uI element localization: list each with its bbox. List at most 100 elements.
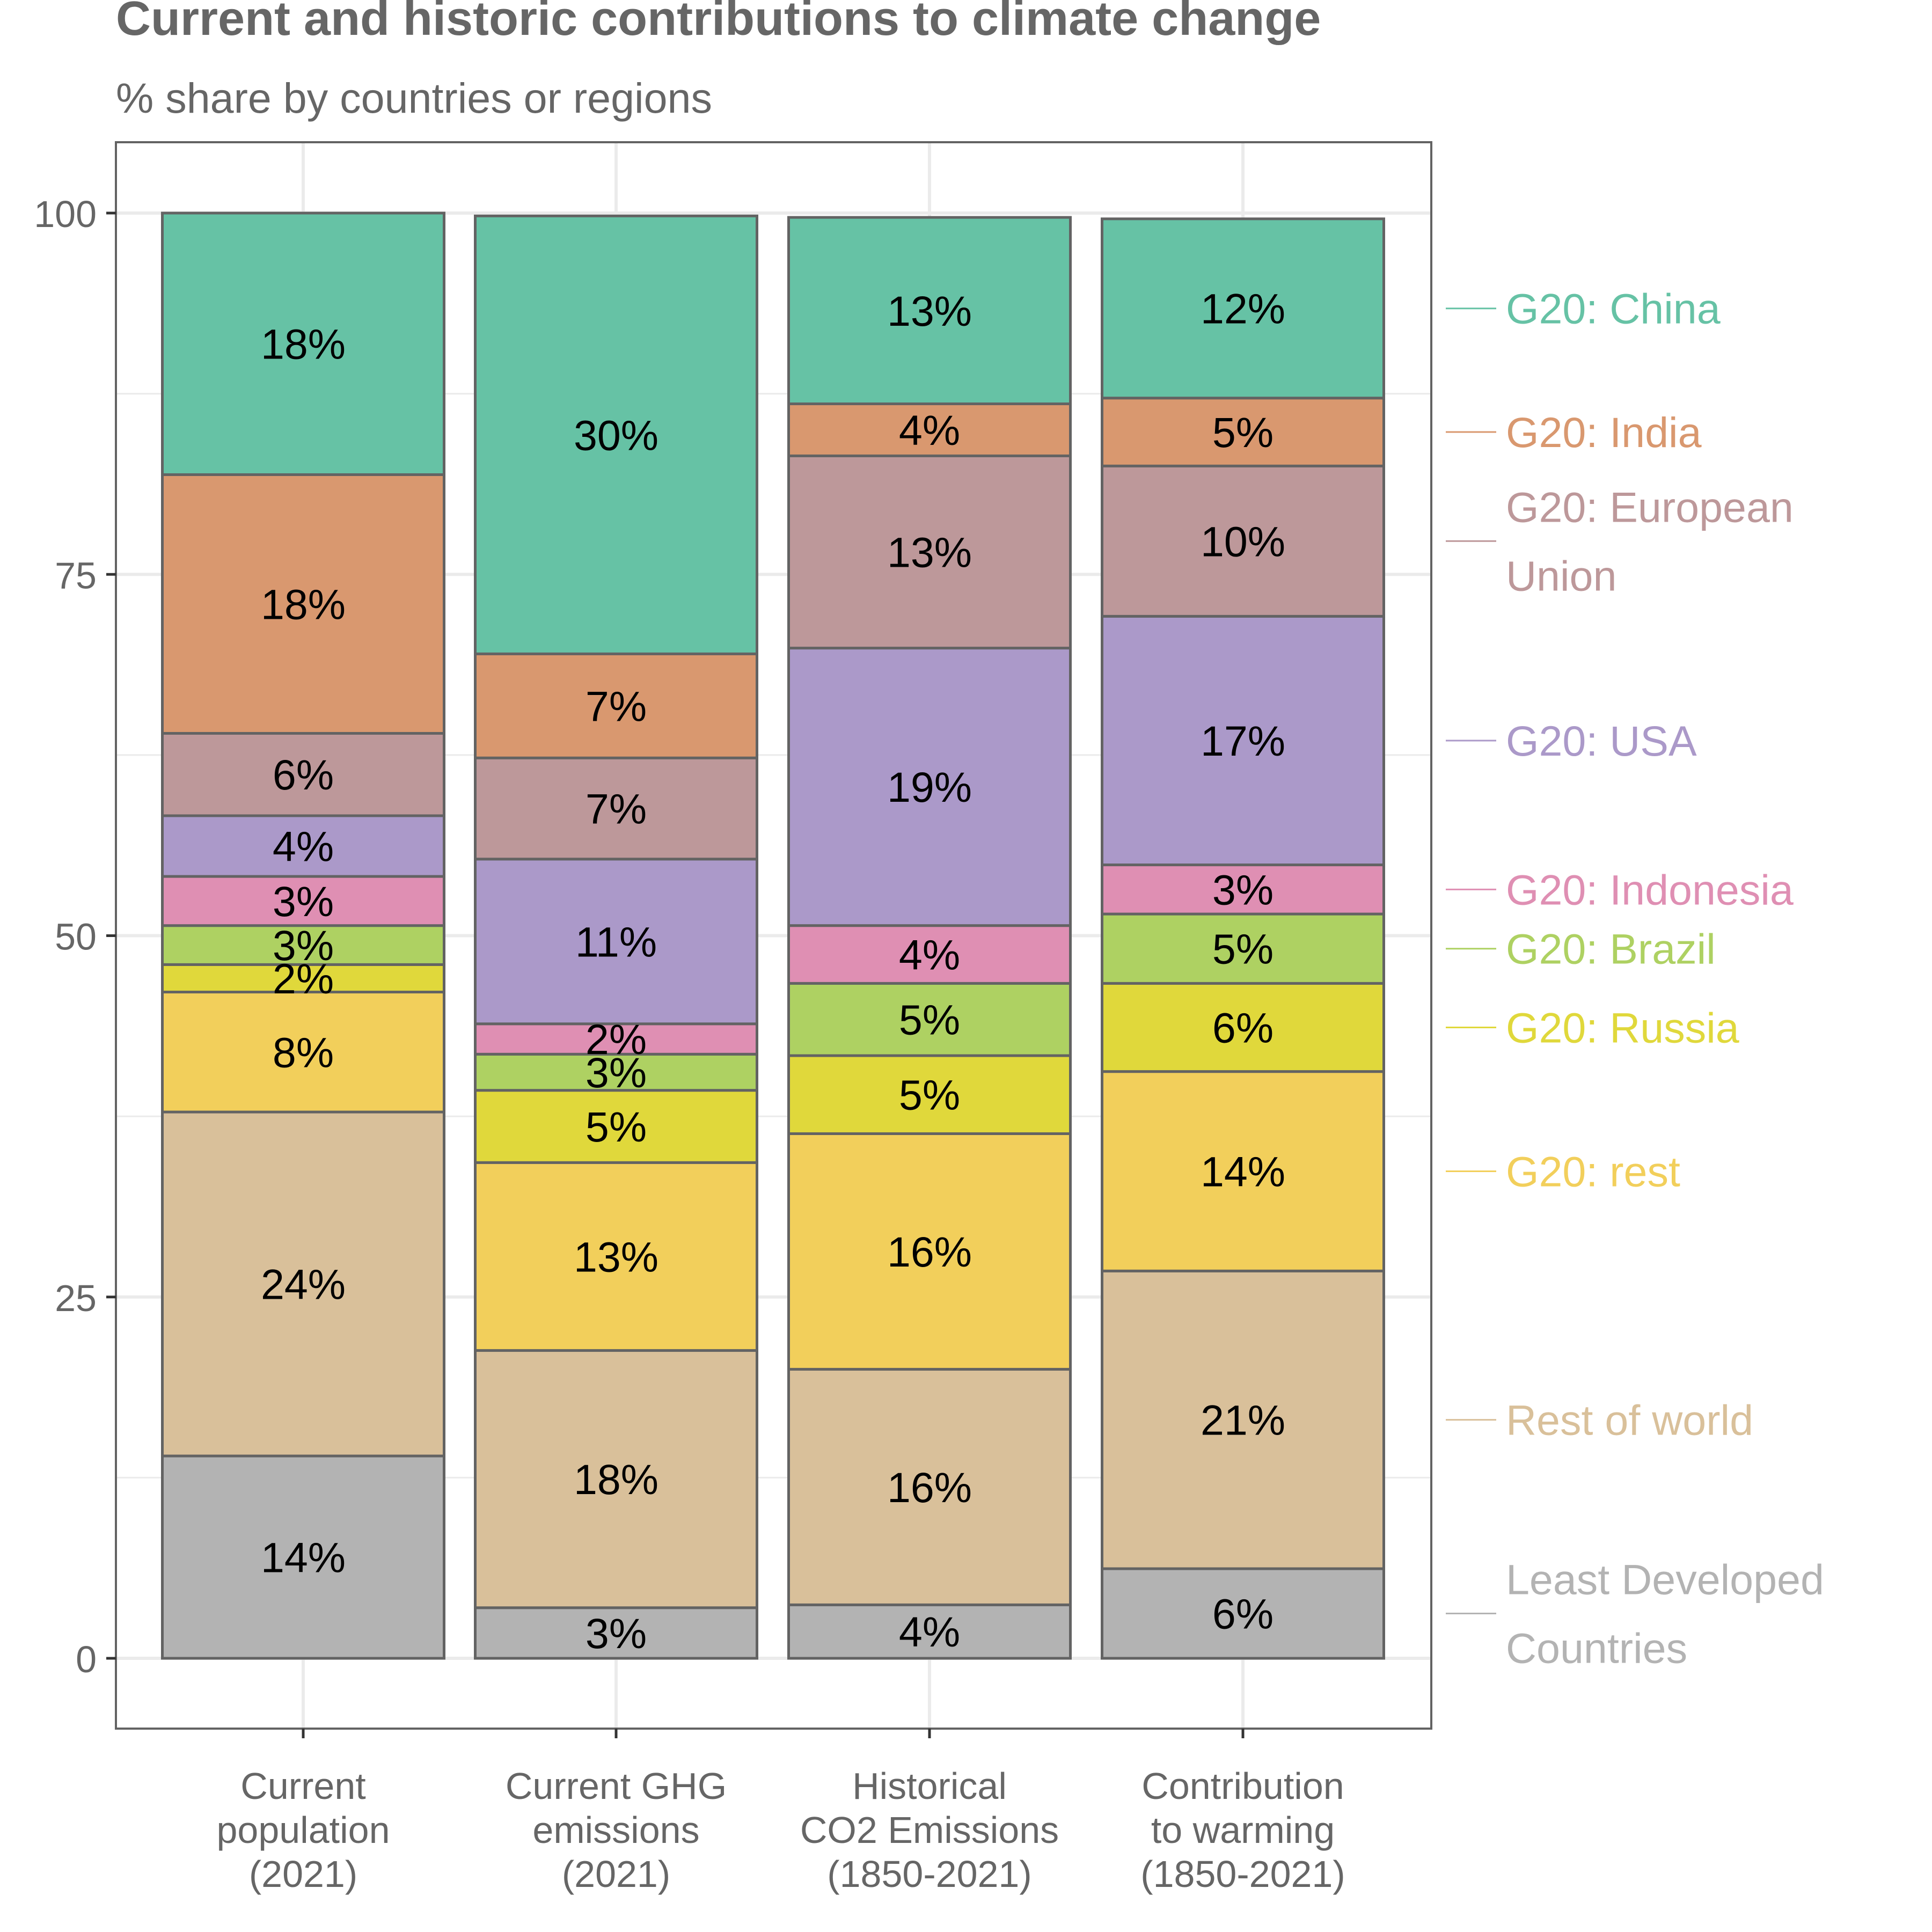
bar-segment	[1101, 1070, 1385, 1272]
x-tick-label-line: Current GHG	[506, 1765, 727, 1807]
bar-segment	[1101, 217, 1385, 400]
bar-segment	[787, 647, 1072, 927]
bar-value-label: 18%	[261, 580, 346, 628]
bar-value-label: 6%	[273, 751, 334, 799]
bar-segment	[787, 1132, 1072, 1371]
x-tick-label-line: population	[216, 1809, 390, 1851]
x-tick-label-line: (1850-2021)	[1140, 1853, 1345, 1895]
bar-value-label: 12%	[1201, 285, 1285, 333]
bar-value-label: 21%	[1201, 1396, 1285, 1444]
bar-segment	[1101, 464, 1385, 618]
bar-value-label: 3%	[273, 877, 334, 925]
bar-segment	[161, 211, 445, 476]
bar-value-label: 8%	[273, 1028, 334, 1076]
legend-label: G20: China	[1506, 285, 1721, 333]
y-tick-label: 25	[55, 1277, 97, 1319]
legend-label-line: G20: rest	[1506, 1147, 1680, 1195]
bar-value-label: 4%	[899, 931, 960, 979]
x-tick-label: Current GHG emissions (2021)	[506, 1765, 727, 1895]
chart-title: Current and historic contributions to cl…	[116, 0, 1321, 46]
x-tick-label-line: (1850-2021)	[827, 1853, 1031, 1895]
legend-label-line: G20: Russia	[1506, 1004, 1739, 1052]
bar-value-label: 6%	[1212, 1004, 1274, 1052]
bar-segment	[161, 731, 445, 817]
bar-segment	[161, 473, 445, 735]
bar-segment	[161, 1454, 445, 1660]
bar-value-label: 30%	[574, 411, 658, 459]
legend-label: G20: rest	[1506, 1147, 1680, 1195]
legend-label-line: G20: Brazil	[1506, 925, 1716, 973]
bar-segment	[1101, 397, 1385, 467]
bar-value-label: 16%	[887, 1463, 972, 1511]
bar-value-label: 2%	[273, 955, 334, 1002]
bar-value-label: 4%	[899, 1608, 960, 1656]
bar-value-label: 5%	[1212, 925, 1274, 973]
bar-value-label: 2%	[586, 1015, 647, 1063]
bar-value-label: 18%	[261, 320, 346, 368]
bar-value-label: 3%	[273, 921, 334, 969]
bar-value-label: 4%	[899, 406, 960, 454]
bar-value-label: 6%	[1212, 1590, 1274, 1638]
y-tick-label: 100	[34, 193, 97, 235]
bars	[161, 211, 1385, 1660]
bar-segment	[474, 1349, 758, 1609]
y-tick-label: 50	[55, 916, 97, 958]
x-tick-label-line: emissions	[532, 1809, 699, 1851]
bar-value-label: 5%	[1212, 408, 1274, 456]
bar-segment	[161, 1110, 445, 1458]
bar-labels: 14%24%8%2%3%3%4%6%18%18%3%18%13%5%3%2%11…	[261, 285, 1285, 1657]
bar-value-label: 5%	[899, 1071, 960, 1119]
bar-value-label: 14%	[1201, 1147, 1285, 1195]
chart-subtitle: % share by countries or regions	[116, 74, 712, 122]
bar-segment	[787, 402, 1072, 457]
x-tick-label: Current population (2021)	[216, 1765, 390, 1895]
legend: Least Developed Countries Rest of world G20…	[1446, 285, 1824, 1672]
bar-segment	[1101, 614, 1385, 867]
bar-value-label: 3%	[586, 1049, 647, 1096]
bar-segment	[161, 963, 445, 994]
bar-segment	[474, 858, 758, 1026]
bar-segment	[1101, 912, 1385, 985]
bar-segment	[787, 982, 1072, 1057]
bar-value-label: 3%	[586, 1609, 647, 1657]
bar-value-label: 5%	[899, 996, 960, 1044]
bar-segment	[787, 1603, 1072, 1660]
legend-label-line: G20: China	[1506, 285, 1721, 333]
bar-segment	[161, 924, 445, 966]
legend-label: G20: European Union	[1506, 483, 1794, 599]
x-tick-label-line: (2021)	[562, 1853, 670, 1895]
bar-segment	[474, 1161, 758, 1352]
x-tick-label: Contribution to warming (1850-2021)	[1140, 1765, 1345, 1895]
bar-segment	[787, 1054, 1072, 1135]
bar-segment	[474, 214, 758, 655]
legend-label-line: Rest of world	[1506, 1396, 1753, 1444]
legend-label: G20: Indonesia	[1506, 866, 1794, 913]
bar-value-label: 13%	[887, 529, 972, 576]
x-tick-label-line: CO2 Emissions	[800, 1809, 1059, 1851]
legend-label: G20: Brazil	[1506, 925, 1716, 973]
legend-label: Least Developed Countries	[1506, 1556, 1824, 1672]
bar-segment	[1101, 1567, 1385, 1660]
bar-value-label: 17%	[1201, 717, 1285, 765]
bar-segment	[161, 991, 445, 1114]
bar-value-label: 10%	[1201, 517, 1285, 565]
bar-segment	[474, 1089, 758, 1164]
bar-segment	[1101, 1269, 1385, 1570]
legend-label-line: G20: India	[1506, 408, 1702, 456]
bar-segment	[161, 814, 445, 878]
bar-value-label: 14%	[261, 1533, 346, 1581]
bar-segment	[474, 756, 758, 861]
legend-label-line: Least Developed	[1506, 1556, 1824, 1604]
bar-value-label: 19%	[887, 763, 972, 811]
y-tick-label: 0	[76, 1638, 97, 1680]
bar-segment	[787, 1367, 1072, 1606]
bar-segment	[787, 924, 1072, 985]
legend-label-line: Countries	[1506, 1624, 1687, 1672]
legend-label-line: G20: European	[1506, 483, 1794, 531]
bar-segment	[787, 216, 1072, 405]
bar-segment	[161, 875, 445, 927]
x-tick-label-line: to warming	[1151, 1809, 1335, 1851]
x-tick-label: Historical CO2 Emissions (1850-2021)	[800, 1765, 1059, 1895]
